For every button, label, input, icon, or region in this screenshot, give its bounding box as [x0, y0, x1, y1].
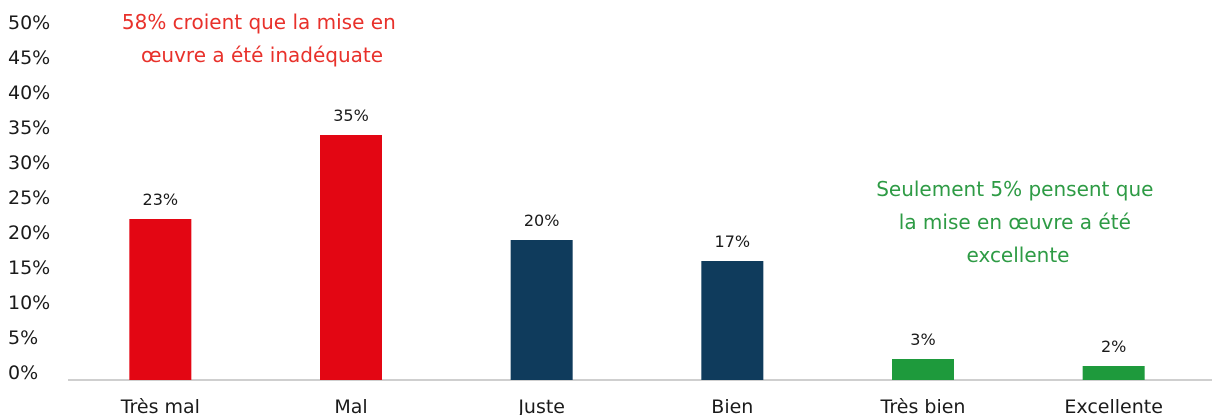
annotation-excellent-line-2: la mise en œuvre a été: [899, 210, 1131, 234]
annotation-excellent: Seulement 5% pensent que la mise en œuvr…: [876, 177, 1160, 267]
y-tick-label: 25%: [8, 187, 50, 209]
category-label: Très mal: [120, 396, 200, 415]
bar: [892, 359, 954, 380]
data-label: 20%: [524, 211, 560, 230]
y-tick-label: 30%: [8, 152, 50, 174]
bar: [510, 240, 573, 380]
annotation-inadequate: 58% croient que la mise en œuvre a été i…: [122, 10, 402, 67]
bar: [320, 135, 382, 380]
category-label: Mal: [334, 396, 367, 415]
y-tick-label: 15%: [8, 257, 50, 279]
annotation-excellent-line-3: excellente: [967, 243, 1070, 267]
data-label: 17%: [715, 232, 751, 251]
annotation-inadequate-line-2: œuvre a été inadéquate: [141, 43, 383, 67]
category-label: Très bien: [880, 396, 966, 415]
y-tick-label: 0%: [8, 362, 38, 384]
bar: [1082, 366, 1145, 380]
y-tick-label: 20%: [8, 222, 50, 244]
y-tick-label: 50%: [8, 12, 50, 34]
data-label: 35%: [333, 106, 369, 125]
bar: [701, 261, 764, 380]
annotation-inadequate-line-1: 58% croient que la mise en: [122, 10, 396, 34]
y-tick-label: 35%: [8, 117, 50, 139]
annotation-excellent-line-1: Seulement 5% pensent que: [876, 177, 1153, 201]
data-labels: 23% 35% 20% 17% 3% 2%: [143, 106, 1127, 356]
data-label: 2%: [1101, 337, 1126, 356]
category-label: Bien: [711, 396, 753, 415]
y-tick-label: 45%: [8, 47, 50, 69]
y-tick-label: 5%: [8, 327, 38, 349]
category-label: Excellente: [1064, 396, 1162, 415]
y-axis-ticks: 0% 5% 10% 15% 20% 25% 30% 35% 40% 45% 50%: [8, 12, 50, 384]
bars: [129, 135, 1145, 380]
data-label: 23%: [143, 190, 179, 209]
category-label: Juste: [517, 396, 565, 415]
y-tick-label: 10%: [8, 292, 50, 314]
category-labels: Très mal Mal Juste Bien Très bien Excellente: [120, 396, 1163, 415]
bar: [129, 219, 192, 380]
y-tick-label: 40%: [8, 82, 50, 104]
data-label: 3%: [910, 330, 935, 349]
